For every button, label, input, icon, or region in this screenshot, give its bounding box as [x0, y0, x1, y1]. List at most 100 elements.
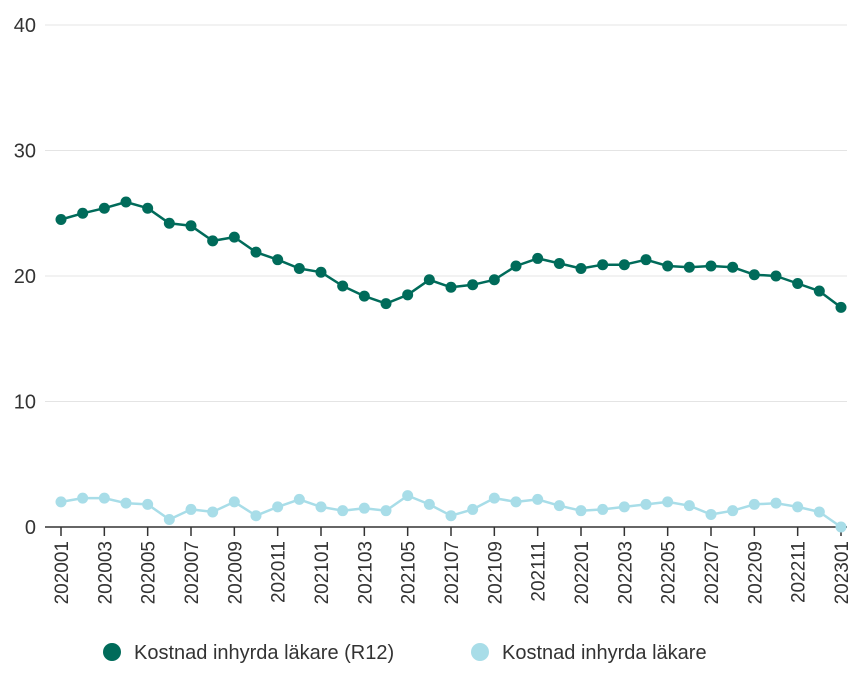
legend-item[interactable]: Kostnad inhyrda läkare	[471, 642, 707, 664]
data-point[interactable]	[488, 274, 500, 286]
data-point[interactable]	[618, 501, 630, 513]
data-point[interactable]	[813, 285, 825, 297]
legend-label: Kostnad inhyrda läkare	[502, 642, 707, 664]
data-point[interactable]	[553, 257, 565, 269]
x-axis: 202001 202003 202005 202007 202009 202011 2021…	[45, 526, 853, 604]
data-point[interactable]	[185, 503, 197, 515]
x-tick-label: 202007	[182, 541, 203, 604]
data-point[interactable]	[423, 498, 435, 510]
data-point[interactable]	[142, 202, 154, 214]
data-point[interactable]	[640, 254, 652, 266]
y-tick-label: 10	[14, 392, 36, 414]
data-point[interactable]	[618, 259, 630, 271]
data-point[interactable]	[597, 503, 609, 515]
data-point[interactable]	[120, 196, 132, 208]
data-point[interactable]	[293, 493, 305, 505]
x-tick-label: 202101	[312, 541, 333, 604]
data-point[interactable]	[228, 231, 240, 243]
data-point[interactable]	[207, 506, 219, 518]
data-point[interactable]	[488, 492, 500, 504]
data-point[interactable]	[792, 501, 804, 513]
data-point[interactable]	[358, 290, 370, 302]
data-point[interactable]	[185, 220, 197, 232]
data-point[interactable]	[770, 270, 782, 282]
data-point[interactable]	[835, 521, 847, 533]
x-tick-label: 202205	[659, 541, 680, 604]
data-point[interactable]	[792, 278, 804, 290]
data-point[interactable]	[163, 513, 175, 525]
data-point[interactable]	[98, 492, 110, 504]
legend-item[interactable]: Kostnad inhyrda läkare (R12)	[103, 642, 394, 664]
data-point[interactable]	[467, 279, 479, 291]
x-tick-label: 202109	[485, 541, 506, 604]
legend: Kostnad inhyrda läkare (R12) Kostnad inhy…	[103, 642, 707, 664]
data-point[interactable]	[423, 274, 435, 286]
gridlines	[45, 24, 847, 402]
x-tick-label: 202103	[355, 541, 376, 604]
data-point[interactable]	[683, 500, 695, 512]
data-point[interactable]	[98, 202, 110, 214]
data-point[interactable]	[510, 260, 522, 272]
data-point[interactable]	[748, 269, 760, 281]
data-point[interactable]	[445, 510, 457, 522]
data-point[interactable]	[293, 262, 305, 274]
data-point[interactable]	[770, 497, 782, 509]
data-point[interactable]	[402, 289, 414, 301]
data-point[interactable]	[272, 254, 284, 266]
data-point[interactable]	[445, 281, 457, 293]
x-tick-label: 202005	[139, 541, 160, 604]
y-tick-label: 0	[25, 517, 36, 539]
data-point[interactable]	[250, 246, 262, 258]
data-point[interactable]	[207, 235, 219, 247]
data-point[interactable]	[380, 298, 392, 310]
data-point[interactable]	[163, 217, 175, 229]
data-point[interactable]	[337, 505, 349, 517]
data-point[interactable]	[662, 260, 674, 272]
data-point[interactable]	[228, 496, 240, 508]
x-tick-label: 202003	[95, 541, 116, 604]
data-point[interactable]	[120, 497, 132, 509]
x-tick-label: 202211	[789, 541, 810, 603]
x-tick-label: 202207	[702, 541, 723, 604]
data-point[interactable]	[662, 496, 674, 508]
data-point[interactable]	[553, 500, 565, 512]
data-point[interactable]	[705, 508, 717, 520]
data-point[interactable]	[835, 301, 847, 313]
data-point[interactable]	[640, 498, 652, 510]
data-point[interactable]	[55, 214, 67, 226]
data-point[interactable]	[597, 259, 609, 271]
x-tick-label: 202201	[572, 541, 593, 604]
data-point[interactable]	[683, 261, 695, 273]
data-point[interactable]	[813, 506, 825, 518]
data-point[interactable]	[402, 490, 414, 502]
data-point[interactable]	[727, 261, 739, 273]
data-point[interactable]	[575, 505, 587, 517]
y-axis: 0 10 20 30 40	[14, 15, 36, 539]
data-point[interactable]	[55, 496, 67, 508]
y-tick-label: 30	[14, 141, 36, 163]
data-point[interactable]	[467, 503, 479, 515]
data-point[interactable]	[315, 266, 327, 278]
data-point[interactable]	[510, 496, 522, 508]
data-point[interactable]	[358, 502, 370, 514]
data-point[interactable]	[705, 260, 717, 272]
data-point[interactable]	[727, 505, 739, 517]
series-area	[55, 196, 847, 533]
x-tick-label: 202105	[399, 541, 420, 604]
series-group	[55, 196, 847, 313]
x-tick-label: 202209	[745, 541, 766, 604]
data-point[interactable]	[380, 505, 392, 517]
data-point[interactable]	[532, 252, 544, 264]
data-point[interactable]	[532, 493, 544, 505]
data-point[interactable]	[315, 501, 327, 513]
x-tick-label: 202301	[832, 541, 853, 604]
data-point[interactable]	[77, 207, 89, 219]
data-point[interactable]	[575, 262, 587, 274]
data-point[interactable]	[748, 498, 760, 510]
data-point[interactable]	[77, 492, 89, 504]
data-point[interactable]	[272, 501, 284, 513]
data-point[interactable]	[250, 510, 262, 522]
data-point[interactable]	[142, 498, 154, 510]
data-point[interactable]	[337, 280, 349, 292]
